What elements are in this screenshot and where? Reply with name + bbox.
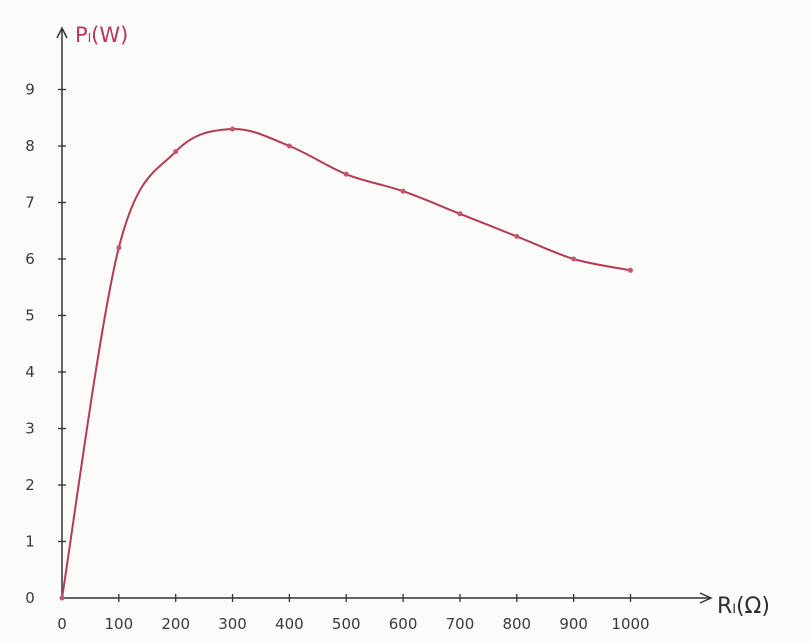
- x-axis-title: Rₗ(Ω): [717, 594, 770, 619]
- x-tick-label: 700: [446, 615, 475, 633]
- x-ticks: 0 100 200 300 400 500 600 700 800 900 1000: [57, 594, 650, 633]
- data-point: [514, 233, 520, 239]
- series-line: [61, 127, 632, 599]
- x-tick-label: 200: [161, 615, 190, 633]
- data-point: [400, 188, 406, 194]
- y-axis-title: Pₗ(W): [75, 23, 128, 47]
- y-tick-label: 6: [25, 250, 35, 268]
- x-tick-label: 500: [332, 615, 361, 633]
- data-point: [116, 245, 122, 251]
- data-point: [286, 143, 292, 149]
- y-axis-arrow: [56, 26, 68, 39]
- y-tick-label: 3: [25, 420, 35, 438]
- y-tick-label: 0: [25, 589, 35, 607]
- data-point: [230, 126, 236, 132]
- x-tick-label: 800: [502, 615, 531, 633]
- data-point: [59, 595, 65, 601]
- data-point: [457, 211, 463, 217]
- y-tick-label: 2: [25, 476, 35, 494]
- series-group: [59, 126, 633, 601]
- x-tick-label: 400: [275, 615, 304, 633]
- x-tick-label: 0: [57, 615, 67, 633]
- data-point: [343, 171, 349, 177]
- y-tick-label: 4: [25, 363, 35, 381]
- x-tick-label: 1000: [611, 615, 649, 633]
- x-tick-label: 600: [389, 615, 418, 633]
- x-tick-label: 100: [105, 615, 134, 633]
- axes: [56, 26, 713, 604]
- x-tick-label: 900: [559, 615, 588, 633]
- x-axis-arrow: [699, 592, 713, 604]
- y-tick-label: 7: [25, 194, 35, 212]
- y-tick-label: 9: [25, 81, 35, 99]
- y-tick-label: 8: [25, 137, 35, 155]
- data-point: [628, 267, 633, 273]
- y-tick-label: 5: [25, 307, 35, 325]
- x-tick-label: 300: [218, 615, 247, 633]
- data-point: [571, 256, 577, 262]
- y-ticks: 0 1 2 3 4 5 6 7 8 9: [25, 81, 66, 607]
- y-tick-label: 1: [25, 533, 35, 551]
- data-point: [173, 149, 179, 155]
